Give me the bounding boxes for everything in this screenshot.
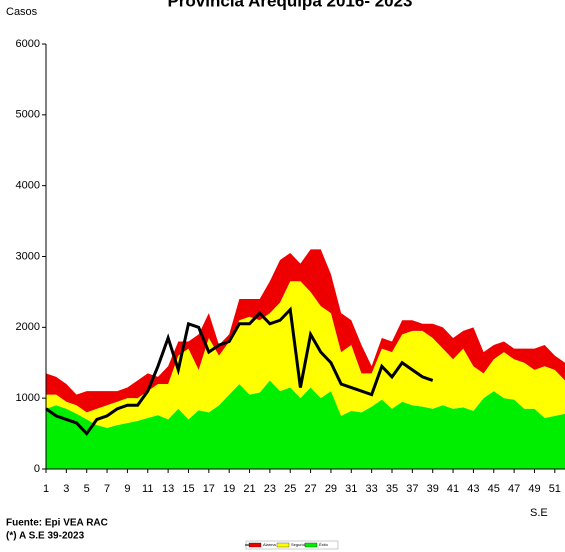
legend-label: Éxito [319,542,329,547]
x-tick-label: 5 [84,483,90,495]
x-axis-label: S.E [530,507,548,519]
x-tick-label: 47 [508,483,520,495]
y-tick-label: 0 [34,463,40,475]
x-tick-label: 39 [427,483,439,495]
x-tick-label: 31 [345,483,357,495]
y-tick-label: 2000 [16,321,40,333]
area [46,380,565,469]
x-tick-label: 23 [264,483,276,495]
y-axis-label: Casos [6,6,38,18]
x-tick-label: 7 [104,483,110,495]
chart-title: Provincia Arequipa 2016- 2023 [167,0,412,10]
legend-swatch [248,542,262,548]
legend-label: Seguridad [291,542,309,547]
x-tick-label: 41 [447,483,459,495]
legend: Alarma Seguridad Éxito [245,540,339,550]
x-tick-label: 27 [304,483,316,495]
x-tick-label: 3 [63,483,69,495]
y-tick-label: 6000 [16,38,40,50]
y-tick-label: 5000 [16,109,40,121]
x-tick-label: 11 [142,483,153,495]
line [45,306,434,436]
x-tick-label: 33 [366,483,378,495]
x-tick-label: 21 [243,483,255,495]
x-tick-label: 17 [203,483,215,495]
x-tick-label: 43 [467,483,479,495]
note: (*) A S.E 39-2023 [6,531,85,542]
x-tick-label: 1 [43,483,49,495]
y-tick-label: 4000 [16,180,40,192]
y-tick-label: 1000 [16,392,40,404]
x-tick-label: 35 [386,483,398,495]
x-tick-label: 25 [284,483,296,495]
x-tick-label: 49 [528,483,540,495]
x-tick-label: 37 [406,483,418,495]
source: Fuente: Epi VEA RAC [6,518,108,529]
legend-label: Alarma [263,542,276,547]
legend-swatch [304,542,318,548]
x-tick-label: 45 [488,483,500,495]
x-tick-label: 29 [325,483,337,495]
x-tick-label: 51 [549,483,561,495]
x-tick-label: 9 [124,483,130,495]
area [46,249,565,413]
x-tick-label: 15 [182,483,194,495]
x-tick-label: 19 [223,483,235,495]
legend-swatch [276,542,290,548]
x-tick-label: 13 [162,483,174,495]
plot [45,249,565,469]
y-tick-label: 3000 [16,250,40,262]
